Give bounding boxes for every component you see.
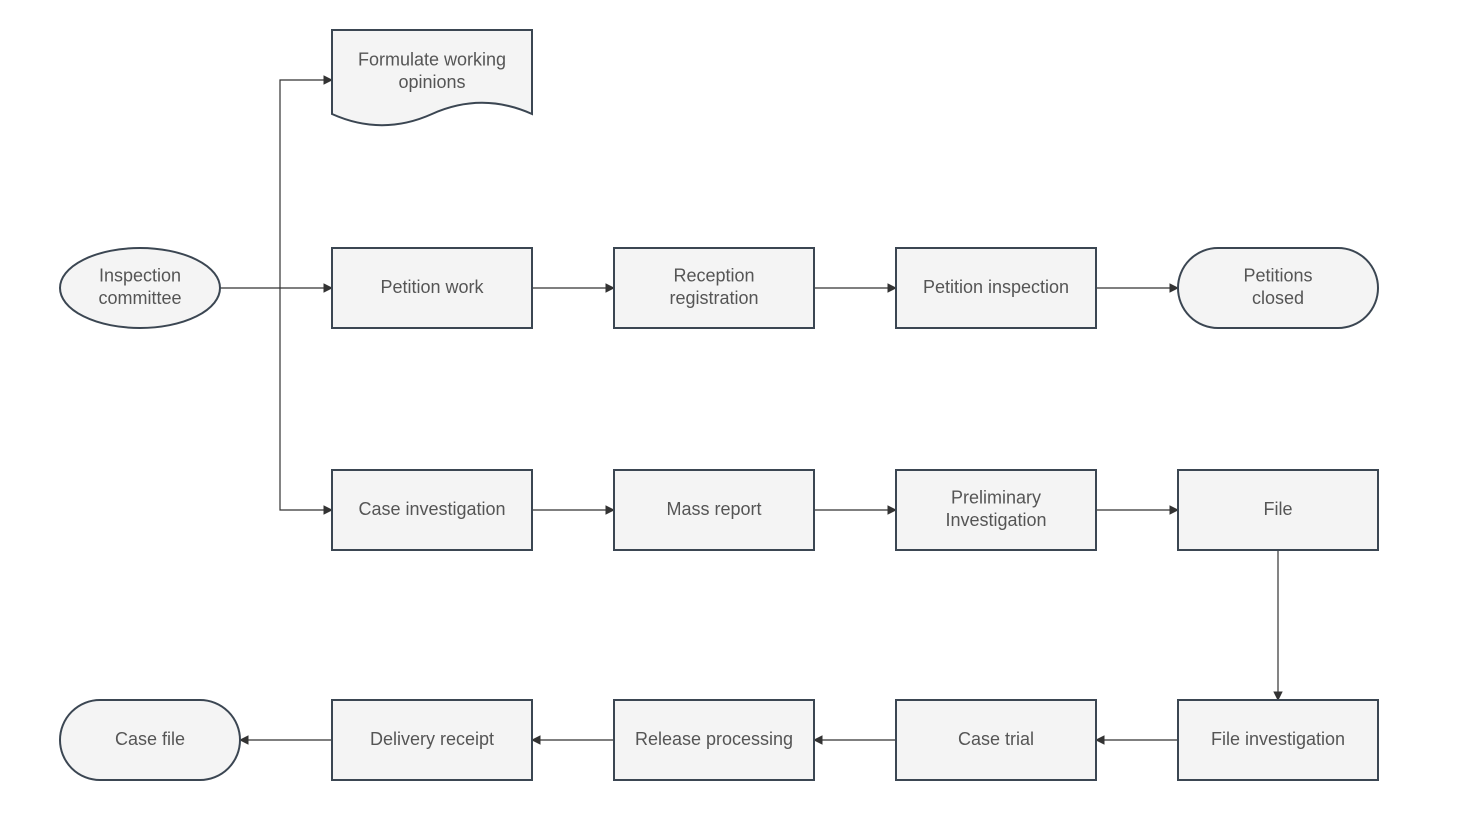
node-petition_inspection: Petition inspection xyxy=(896,248,1096,328)
node-mass_report: Mass report xyxy=(614,470,814,550)
node-case_investigation: Case investigation xyxy=(332,470,532,550)
node-formulate_opinions: Formulate workingopinions xyxy=(332,30,532,125)
node-label-case_investigation-line0: Case investigation xyxy=(358,499,505,519)
node-release_processing: Release processing xyxy=(614,700,814,780)
flowchart-canvas: Inspectioncommittee Formulate workingopin… xyxy=(0,0,1458,832)
node-label-petitions_closed-line0: Petitions xyxy=(1243,266,1312,286)
node-inspection_committee: Inspectioncommittee xyxy=(60,248,220,328)
node-label-inspection_committee-line0: Inspection xyxy=(99,266,181,286)
node-label-delivery_receipt-line0: Delivery receipt xyxy=(370,729,494,749)
node-label-formulate_opinions-line1: opinions xyxy=(398,72,465,92)
node-label-petition_work-line0: Petition work xyxy=(380,277,484,297)
node-label-preliminary_inv-line1: Investigation xyxy=(945,510,1046,530)
node-label-mass_report-line0: Mass report xyxy=(666,499,761,519)
node-label-reception_reg-line0: Reception xyxy=(673,266,754,286)
node-case_file: Case file xyxy=(60,700,240,780)
node-label-petitions_closed-line1: closed xyxy=(1252,288,1304,308)
node-label-formulate_opinions-line0: Formulate working xyxy=(358,50,506,70)
node-reception_reg: Receptionregistration xyxy=(614,248,814,328)
edge-inspection_committee-case_investigation xyxy=(280,288,332,510)
node-label-case_file-line0: Case file xyxy=(115,729,185,749)
node-label-release_processing-line0: Release processing xyxy=(635,729,793,749)
nodes-layer: Inspectioncommittee Formulate workingopin… xyxy=(60,30,1378,780)
edges-layer xyxy=(220,80,1278,740)
node-petitions_closed: Petitionsclosed xyxy=(1178,248,1378,328)
node-label-file-line0: File xyxy=(1263,499,1292,519)
node-label-petition_inspection-line0: Petition inspection xyxy=(923,277,1069,297)
node-label-preliminary_inv-line0: Preliminary xyxy=(951,488,1041,508)
node-label-file_investigation-line0: File investigation xyxy=(1211,729,1345,749)
node-file_investigation: File investigation xyxy=(1178,700,1378,780)
node-label-reception_reg-line1: registration xyxy=(669,288,758,308)
node-preliminary_inv: PreliminaryInvestigation xyxy=(896,470,1096,550)
node-delivery_receipt: Delivery receipt xyxy=(332,700,532,780)
node-label-case_trial-line0: Case trial xyxy=(958,729,1034,749)
edge-inspection_committee-formulate_opinions xyxy=(280,80,332,288)
node-petition_work: Petition work xyxy=(332,248,532,328)
node-label-inspection_committee-line1: committee xyxy=(98,288,181,308)
node-case_trial: Case trial xyxy=(896,700,1096,780)
node-file: File xyxy=(1178,470,1378,550)
